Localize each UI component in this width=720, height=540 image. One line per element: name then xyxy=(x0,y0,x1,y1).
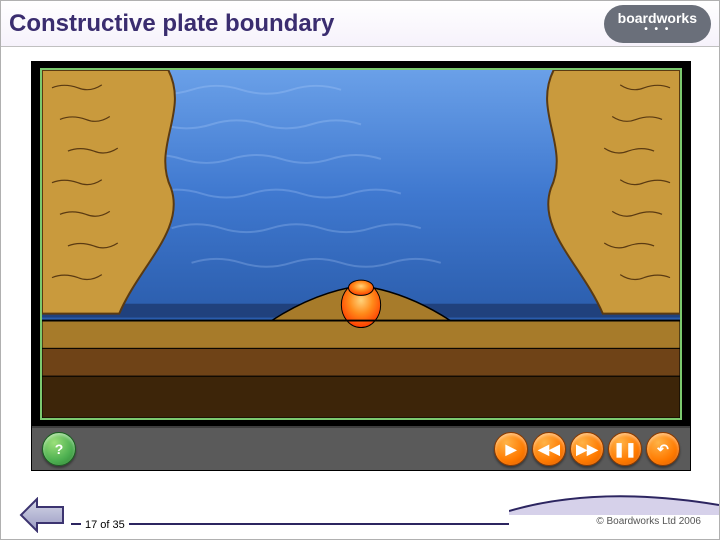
pause-button[interactable]: ❚❚ xyxy=(608,432,642,466)
help-icon: ? xyxy=(55,441,64,457)
slide: Constructive plate boundary boardworks •… xyxy=(0,0,720,540)
back-button[interactable] xyxy=(19,497,65,533)
footer-rule xyxy=(71,523,509,525)
page-indicator: 17 of 35 xyxy=(81,519,129,531)
slide-title: Constructive plate boundary xyxy=(9,10,334,38)
player-stage xyxy=(32,62,690,426)
transport-controls: ▶ ◀◀ ▶▶ ❚❚ ↶ xyxy=(490,432,680,466)
rewind-icon: ◀◀ xyxy=(538,441,560,458)
play-icon: ▶ xyxy=(506,441,517,458)
play-button[interactable]: ▶ xyxy=(494,432,528,466)
diagram-svg xyxy=(42,70,680,418)
animation-player: ? ▶ ◀◀ ▶▶ ❚❚ ↶ xyxy=(31,61,691,471)
title-bar: Constructive plate boundary boardworks •… xyxy=(1,1,719,47)
player-controls: ? ▶ ◀◀ ▶▶ ❚❚ ↶ xyxy=(32,426,690,470)
fastforward-icon: ▶▶ xyxy=(576,441,598,458)
restart-icon: ↶ xyxy=(657,441,669,458)
footer-swoosh xyxy=(509,491,719,515)
brand-logo-text: boardworks xyxy=(618,11,697,25)
help-button[interactable]: ? xyxy=(42,432,76,466)
copyright-text: © Boardworks Ltd 2006 xyxy=(596,516,701,533)
diagram-plate-boundary xyxy=(40,68,682,420)
brand-logo: boardworks • • • xyxy=(604,5,711,43)
slide-footer: 17 of 35 © Boardworks Ltd 2006 xyxy=(1,479,719,539)
back-arrow-icon xyxy=(21,499,63,531)
brand-logo-dots: • • • xyxy=(644,27,670,33)
pause-icon: ❚❚ xyxy=(613,441,636,458)
brand-logo-oval: boardworks • • • xyxy=(604,5,711,43)
restart-button[interactable]: ↶ xyxy=(646,432,680,466)
rewind-button[interactable]: ◀◀ xyxy=(532,432,566,466)
fastforward-button[interactable]: ▶▶ xyxy=(570,432,604,466)
